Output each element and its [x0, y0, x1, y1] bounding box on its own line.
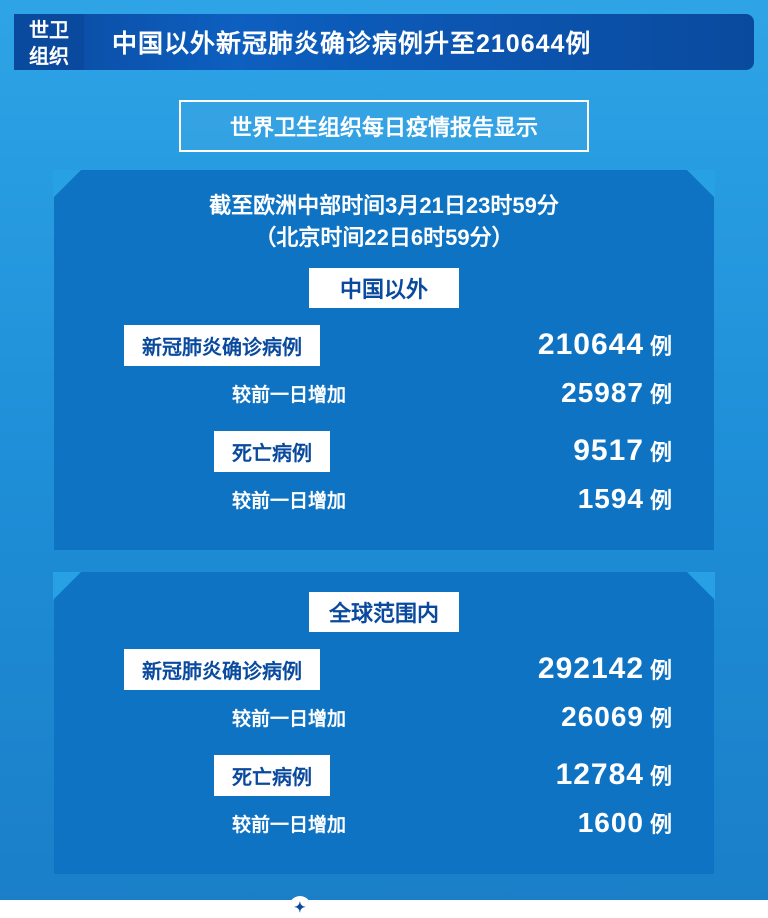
header-org-tag: 世卫 组织	[14, 14, 84, 70]
section-global: 全球范围内 新冠肺炎确诊病例 292142 例 较前一日增加 26069 例 死…	[54, 572, 714, 874]
header-tag-line1: 世卫	[22, 18, 76, 44]
stat-unit: 例	[650, 483, 684, 515]
stat-unit: 例	[650, 653, 684, 685]
stat-unit: 例	[650, 759, 684, 791]
header-title: 中国以外新冠肺炎确诊病例升至210644例	[112, 24, 591, 60]
stat-row: 较前一日增加 1594 例	[84, 478, 684, 520]
stat-unit: 例	[650, 701, 684, 733]
stat-row: 新冠肺炎确诊病例 292142 例	[84, 648, 684, 690]
stat-row: 死亡病例 9517 例	[84, 430, 684, 472]
infographic-page: 中国以外新冠肺炎确诊病例升至210644例 世卫 组织 世界卫生组织每日疫情报告…	[0, 0, 768, 900]
stat-value: 12784	[474, 758, 644, 792]
stat-row: 死亡病例 12784 例	[84, 754, 684, 796]
stat-label: 较前一日增加	[214, 378, 346, 409]
subtitle-box: 世界卫生组织每日疫情报告显示	[179, 100, 589, 152]
stat-value: 1594	[474, 483, 644, 515]
stat-row: 较前一日增加 1600 例	[84, 802, 684, 844]
section2-badge: 全球范围内	[309, 592, 459, 632]
section2-block-confirmed: 新冠肺炎确诊病例 292142 例 较前一日增加 26069 例	[84, 648, 684, 738]
stat-row: 较前一日增加 25987 例	[84, 372, 684, 414]
stat-label: 死亡病例	[214, 431, 330, 472]
stat-row: 新冠肺炎确诊病例 210644 例	[84, 324, 684, 366]
header-bar: 中国以外新冠肺炎确诊病例升至210644例	[14, 14, 754, 70]
stat-label: 死亡病例	[214, 755, 330, 796]
stat-unit: 例	[650, 377, 684, 409]
stat-row: 较前一日增加 26069 例	[84, 696, 684, 738]
stat-label: 较前一日增加	[214, 484, 346, 515]
stat-value: 292142	[474, 652, 644, 686]
date-line2: （北京时间22日6时59分）	[84, 222, 684, 254]
subtitle-text: 世界卫生组织每日疫情报告显示	[230, 115, 538, 140]
header-tag-line2: 组织	[22, 44, 76, 70]
stat-label: 新冠肺炎确诊病例	[124, 649, 320, 690]
credit-icon-glyph: ✦	[294, 899, 306, 916]
stat-label: 较前一日增加	[214, 702, 346, 733]
section1-block-deaths: 死亡病例 9517 例 较前一日增加 1594 例	[84, 430, 684, 520]
stat-unit: 例	[650, 329, 684, 361]
stat-unit: 例	[650, 435, 684, 467]
section2-block-deaths: 死亡病例 12784 例 较前一日增加 1600 例	[84, 754, 684, 844]
section-outside-china: 截至欧洲中部时间3月21日23时59分 （北京时间22日6时59分） 中国以外 …	[54, 170, 714, 550]
stat-value: 9517	[474, 434, 644, 468]
credit-line: ✦ 新华社记者 孟丽静 编制	[0, 896, 768, 918]
header: 中国以外新冠肺炎确诊病例升至210644例 世卫 组织	[0, 0, 768, 80]
section1-block-confirmed: 新冠肺炎确诊病例 210644 例 较前一日增加 25987 例	[84, 324, 684, 414]
stat-label: 较前一日增加	[214, 808, 346, 839]
xinhua-logo-icon: ✦	[289, 896, 311, 918]
stat-value: 1600	[474, 807, 644, 839]
section1-date: 截至欧洲中部时间3月21日23时59分 （北京时间22日6时59分）	[84, 190, 684, 254]
section1-badge: 中国以外	[309, 268, 459, 308]
stat-value: 26069	[474, 701, 644, 733]
stat-value: 210644	[474, 328, 644, 362]
stat-value: 25987	[474, 377, 644, 409]
date-line1: 截至欧洲中部时间3月21日23时59分	[84, 190, 684, 222]
stat-unit: 例	[650, 807, 684, 839]
stat-label: 新冠肺炎确诊病例	[124, 325, 320, 366]
